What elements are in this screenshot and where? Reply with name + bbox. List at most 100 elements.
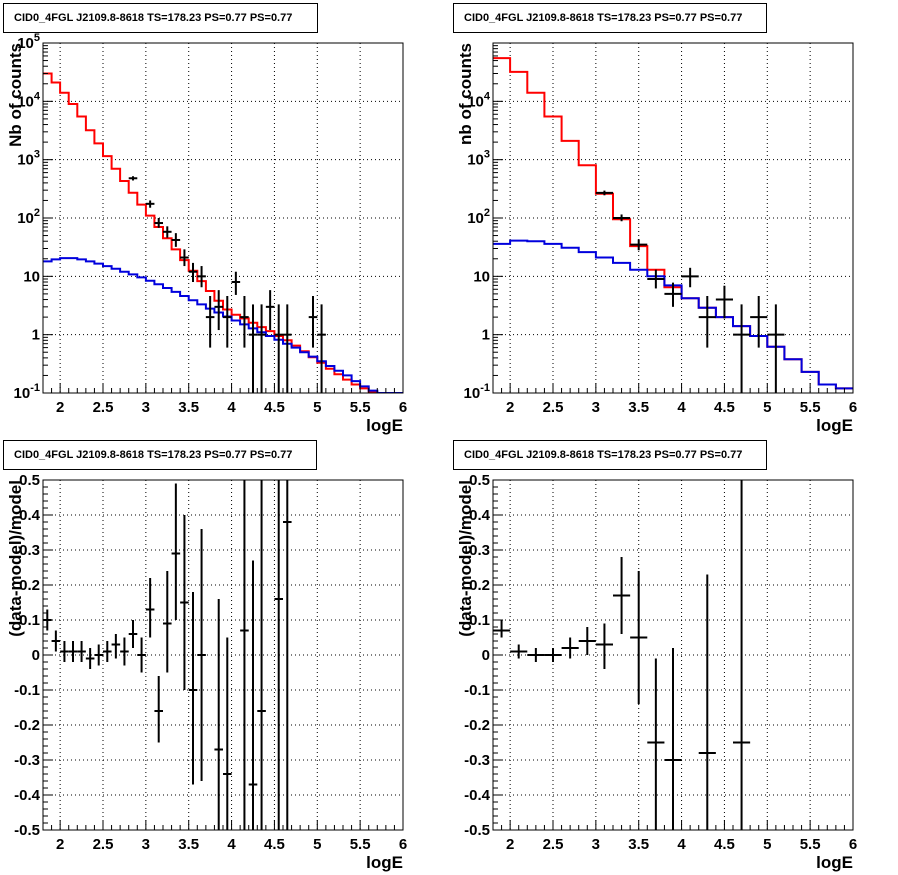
data-point: [595, 623, 613, 669]
x-tick-label: 2: [506, 399, 514, 416]
data-point: [60, 641, 69, 662]
data-point: [698, 574, 716, 830]
x-axis-label: logE: [816, 853, 853, 872]
y-tick-label: 0: [482, 647, 490, 664]
x-axis-label: logE: [366, 416, 403, 435]
data-point: [265, 290, 275, 331]
x-tick-label: 4.5: [714, 399, 735, 416]
x-tick-label: 6: [399, 399, 407, 416]
data-point: [103, 641, 112, 662]
data-point: [128, 176, 138, 181]
data-point: [111, 634, 121, 659]
y-tick-label: 1: [32, 327, 40, 344]
data-point: [613, 557, 631, 634]
data-point: [94, 644, 103, 666]
x-tick-label: 3.5: [178, 836, 199, 853]
data-point: [51, 630, 61, 652]
y-tick-label: -0.2: [464, 717, 490, 734]
data-point: [647, 269, 665, 289]
x-tick-label: 4.5: [714, 836, 735, 853]
data-point: [214, 290, 223, 331]
data-point: [274, 480, 283, 830]
x-tick-label: 4.5: [264, 836, 285, 853]
x-tick-label: 3: [592, 399, 600, 416]
counts-plot-right: 2 2.5 3 3.5 4 4.5 5 5.5 6 10-1 1 10 102 103 104 logE nb …: [456, 42, 857, 435]
x-tick-label: 2.5: [543, 399, 564, 416]
data-point: [248, 560, 258, 830]
data-point: [180, 249, 189, 267]
x-tick-label: 2.5: [543, 836, 564, 853]
data-point: [240, 296, 249, 348]
data-point: [664, 648, 682, 830]
x-tick-label: 2: [56, 399, 64, 416]
x-tick-label: 4: [227, 836, 236, 853]
data-point: [715, 285, 733, 319]
data-point: [171, 233, 181, 247]
x-tick-label: 6: [849, 399, 857, 416]
x-tick-label: 3.5: [628, 399, 649, 416]
data-point: [647, 658, 665, 830]
plot-area: [493, 480, 751, 830]
data-point: [214, 599, 223, 830]
y-tick-label: 103: [467, 149, 490, 169]
background-model-line: [493, 239, 853, 390]
data-point: [698, 296, 716, 348]
data-point: [317, 304, 326, 393]
y-tick-label: 0.1: [19, 612, 40, 629]
data-point: [613, 214, 631, 222]
data-point: [733, 480, 751, 830]
data-point: [171, 483, 181, 620]
y-tick-label: 0.4: [469, 507, 491, 524]
y-tick-label: 104: [17, 90, 41, 110]
x-tick-label: 5: [313, 399, 321, 416]
y-tick-label: 104: [467, 90, 491, 110]
data-point: [544, 648, 562, 662]
y-tick-label: 1: [482, 327, 490, 344]
plot-title-bottom-right: CID0_4FGL J2109.8-8618 TS=178.23 PS=0.77…: [453, 440, 767, 470]
residual-plot-left: 2 2.5 3 3.5 4 4.5 5 5.5 6 -0.5 -0.4 -0.3 -0.2 -0.1 0 0.…: [6, 472, 407, 872]
x-tick-label: 4: [227, 399, 236, 416]
data-point: [231, 271, 241, 295]
total-model-line: [493, 57, 853, 390]
counts-plot-left: 2 2.5 3 3.5 4 4.5 5 5.5 6 10-1 1 10 102 103 104 105 logE…: [6, 32, 407, 435]
x-tick-label: 5.5: [350, 836, 371, 853]
data-point: [68, 641, 78, 662]
x-tick-label: 2.5: [93, 836, 114, 853]
data-point: [240, 480, 249, 830]
y-axis-label: Nb of counts: [6, 43, 25, 147]
x-tick-label: 4: [677, 399, 686, 416]
data-point: [154, 218, 163, 228]
data-point: [205, 296, 215, 348]
data-point: [163, 571, 172, 673]
y-tick-label: -0.4: [14, 787, 41, 804]
plot-area: [43, 72, 403, 393]
x-tick-label: 6: [399, 836, 407, 853]
y-tick-label: 102: [17, 207, 40, 227]
y-tick-label: 0: [32, 647, 40, 664]
background-model-line: [43, 257, 403, 393]
x-tick-label: 5: [313, 836, 321, 853]
y-tick-label: 0.4: [19, 507, 41, 524]
data-point: [257, 480, 266, 830]
data-point: [120, 637, 129, 666]
data-point: [188, 592, 198, 785]
plot-area: [493, 57, 853, 393]
data-point: [510, 644, 528, 659]
data-point: [180, 515, 189, 690]
data-point: [257, 304, 266, 393]
x-tick-label: 3: [142, 399, 150, 416]
data-point: [223, 296, 232, 348]
x-tick-label: 4.5: [264, 399, 285, 416]
data-point: [750, 296, 768, 348]
y-tick-label: -0.1: [464, 682, 490, 699]
y-tick-label: 103: [17, 149, 40, 169]
x-tick-label: 5.5: [350, 399, 371, 416]
plot-area: [43, 480, 292, 830]
data-point: [77, 641, 86, 662]
y-tick-label: 10-1: [14, 382, 40, 402]
data-point: [561, 637, 579, 659]
total-model-line: [43, 72, 403, 393]
x-tick-label: 6: [849, 836, 857, 853]
data-point: [578, 627, 596, 655]
y-tick-label: -0.2: [14, 717, 40, 734]
